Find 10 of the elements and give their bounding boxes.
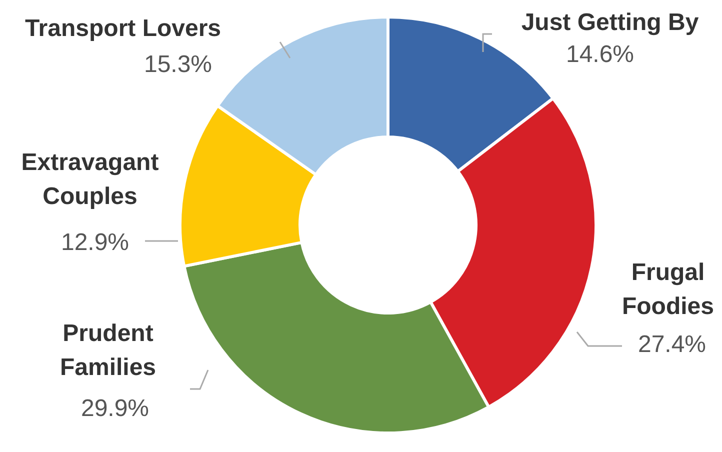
data-label: 27.4% bbox=[638, 331, 706, 358]
data-label: 12.9% bbox=[60, 229, 130, 256]
data-label: 14.6% bbox=[566, 41, 634, 68]
slice-label: Frugal Foodies bbox=[622, 259, 714, 320]
data-label: 29.9% bbox=[80, 395, 150, 422]
slice-label: Extravagant Couples bbox=[21, 149, 159, 210]
slice-label: Transport Lovers bbox=[24, 15, 222, 42]
data-label: 15.3% bbox=[144, 51, 212, 78]
slice-label: Just Getting By bbox=[521, 9, 700, 36]
slice-label: Prudent Families bbox=[60, 320, 156, 381]
